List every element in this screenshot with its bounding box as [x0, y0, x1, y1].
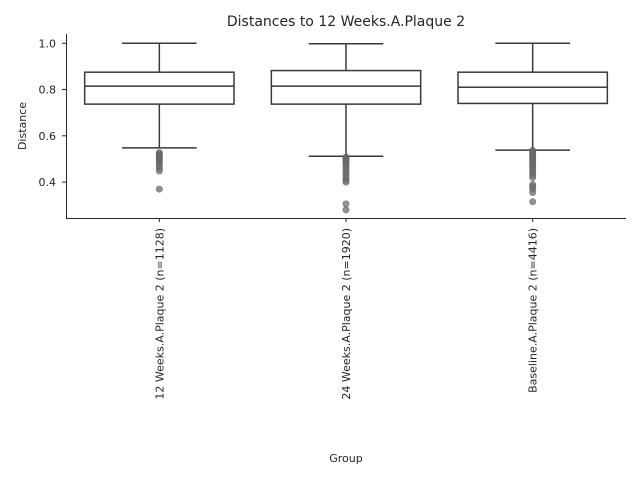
iqr-box [83, 71, 235, 105]
iqr-box [270, 69, 422, 105]
outlier-point [342, 206, 350, 214]
x-axis-label: Group [329, 452, 363, 465]
box-group [457, 42, 609, 206]
box-groups [83, 42, 609, 214]
outlier-point [529, 173, 537, 181]
outlier-point [155, 167, 163, 175]
outlier-point [342, 200, 350, 208]
y-tick-label: 1.0 [39, 37, 57, 50]
outlier-point [529, 189, 537, 197]
x-axis-ticks: 12 Weeks.A.Plaque 2 (n=1128) 24 Weeks.A.P… [153, 218, 540, 400]
x-tick-label: 24 Weeks.A.Plaque 2 (n=1920) [340, 228, 353, 400]
y-axis-ticks: 0.4 0.6 0.8 1.0 [39, 37, 66, 189]
x-tick-label: Baseline.A.Plaque 2 (n=4416) [527, 228, 540, 393]
y-tick-label: 0.4 [39, 176, 57, 189]
x-tick-label: 12 Weeks.A.Plaque 2 (n=1128) [153, 228, 166, 400]
box-group [83, 42, 235, 193]
box-group [270, 42, 422, 214]
outlier-point [155, 185, 163, 193]
chart-title: Distances to 12 Weeks.A.Plaque 2 [227, 14, 465, 30]
y-tick-label: 0.8 [39, 84, 57, 97]
outlier-point [529, 198, 537, 206]
y-tick-label: 0.6 [39, 130, 57, 143]
y-axis-label: Distance [16, 102, 29, 150]
outlier-point [342, 178, 350, 186]
